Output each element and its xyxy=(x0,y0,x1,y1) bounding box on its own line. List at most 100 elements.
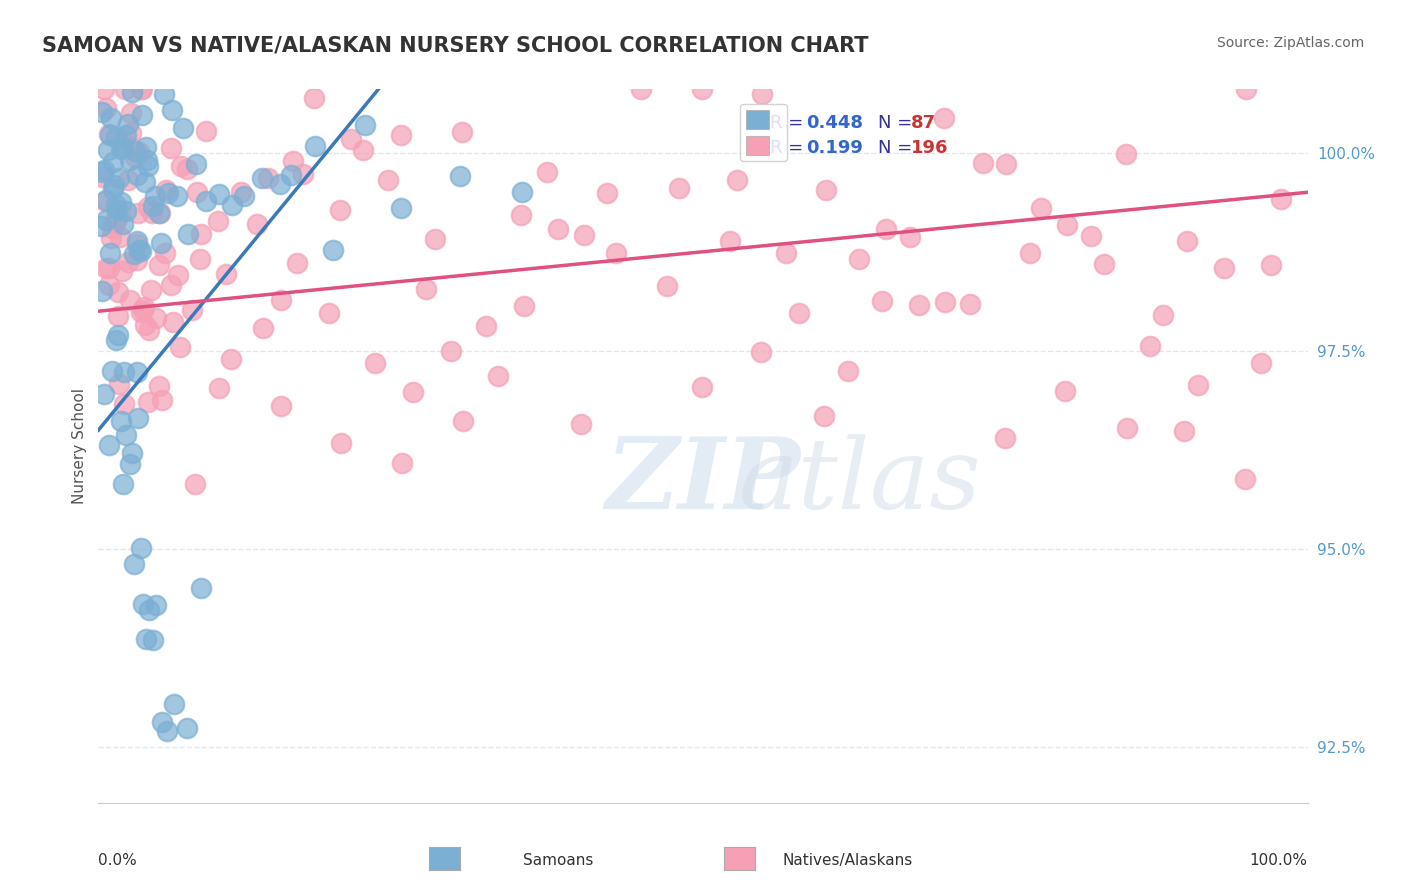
Point xyxy=(132,300,155,314)
Point xyxy=(425,232,447,246)
Point xyxy=(111,477,134,491)
Point xyxy=(97,260,120,275)
Point xyxy=(1080,228,1102,243)
Point xyxy=(959,296,981,310)
Point xyxy=(129,82,152,96)
Point xyxy=(101,364,124,378)
Point xyxy=(148,379,170,393)
Point xyxy=(141,206,163,220)
Point xyxy=(155,183,177,197)
Text: Samoans: Samoans xyxy=(523,853,593,868)
Point xyxy=(148,258,170,272)
Text: atlas: atlas xyxy=(738,434,981,529)
Point xyxy=(125,168,148,182)
Point xyxy=(1260,258,1282,272)
Point xyxy=(195,124,218,138)
Point xyxy=(103,178,125,193)
Point xyxy=(108,376,131,391)
Point xyxy=(94,193,117,207)
Point xyxy=(281,153,304,168)
Point xyxy=(98,127,121,141)
Point xyxy=(208,187,231,202)
Legend: , : , xyxy=(740,104,787,161)
Point xyxy=(127,411,149,425)
Text: 0.448: 0.448 xyxy=(806,114,863,132)
Point xyxy=(108,171,131,186)
Point xyxy=(233,189,256,203)
Point xyxy=(105,211,128,225)
Text: ZIP: ZIP xyxy=(606,434,800,530)
Point xyxy=(190,582,212,596)
Point xyxy=(451,414,474,428)
Point xyxy=(1115,421,1137,435)
Point xyxy=(547,222,569,236)
Point xyxy=(510,208,533,222)
Text: 0.0%: 0.0% xyxy=(98,853,138,868)
Point xyxy=(156,723,179,738)
Point xyxy=(176,722,198,736)
Point xyxy=(932,111,955,125)
Point xyxy=(121,85,143,99)
Point xyxy=(100,128,122,142)
Point xyxy=(125,236,148,251)
Point xyxy=(475,318,498,333)
Point xyxy=(340,132,363,146)
Point xyxy=(127,206,149,220)
Point xyxy=(751,344,773,359)
Point xyxy=(169,339,191,353)
Point xyxy=(121,141,143,155)
Point xyxy=(221,198,243,212)
Text: R =: R = xyxy=(769,139,808,157)
Point xyxy=(135,140,157,154)
Point xyxy=(377,173,399,187)
Point xyxy=(188,252,211,267)
Point xyxy=(90,284,112,298)
Point xyxy=(252,321,274,335)
Point xyxy=(120,106,142,120)
Point xyxy=(257,171,280,186)
Point xyxy=(1270,192,1292,206)
Point xyxy=(605,245,627,260)
Point xyxy=(110,142,132,156)
Point xyxy=(536,165,558,179)
Point xyxy=(127,365,149,379)
Point xyxy=(162,315,184,329)
Point xyxy=(512,299,534,313)
Point xyxy=(131,108,153,122)
Point xyxy=(153,87,176,101)
Point xyxy=(112,217,135,231)
Point xyxy=(1187,378,1209,392)
Text: 196: 196 xyxy=(911,139,949,157)
Point xyxy=(131,82,153,96)
Point xyxy=(1053,384,1076,398)
Point xyxy=(972,156,994,170)
Point xyxy=(105,198,128,212)
Point xyxy=(184,157,207,171)
Point xyxy=(131,597,153,611)
Point xyxy=(105,130,128,145)
Point xyxy=(98,278,121,293)
Point xyxy=(934,295,956,310)
Point xyxy=(141,633,163,648)
Point xyxy=(813,409,835,424)
Point xyxy=(751,87,773,101)
Point xyxy=(1152,308,1174,322)
Point xyxy=(304,139,326,153)
Point xyxy=(93,386,115,401)
Point xyxy=(103,216,125,230)
Point xyxy=(94,194,117,208)
Point xyxy=(117,172,139,186)
Point xyxy=(138,323,160,337)
Point xyxy=(90,219,112,234)
Point xyxy=(1056,218,1078,232)
Point xyxy=(391,456,413,470)
Point xyxy=(110,263,132,277)
Text: 100.0%: 100.0% xyxy=(1250,853,1308,868)
Point xyxy=(389,201,412,215)
Point xyxy=(131,541,153,555)
Point xyxy=(402,384,425,399)
Point xyxy=(995,157,1018,171)
Point xyxy=(207,214,229,228)
Point xyxy=(124,150,146,164)
Point xyxy=(107,310,129,324)
